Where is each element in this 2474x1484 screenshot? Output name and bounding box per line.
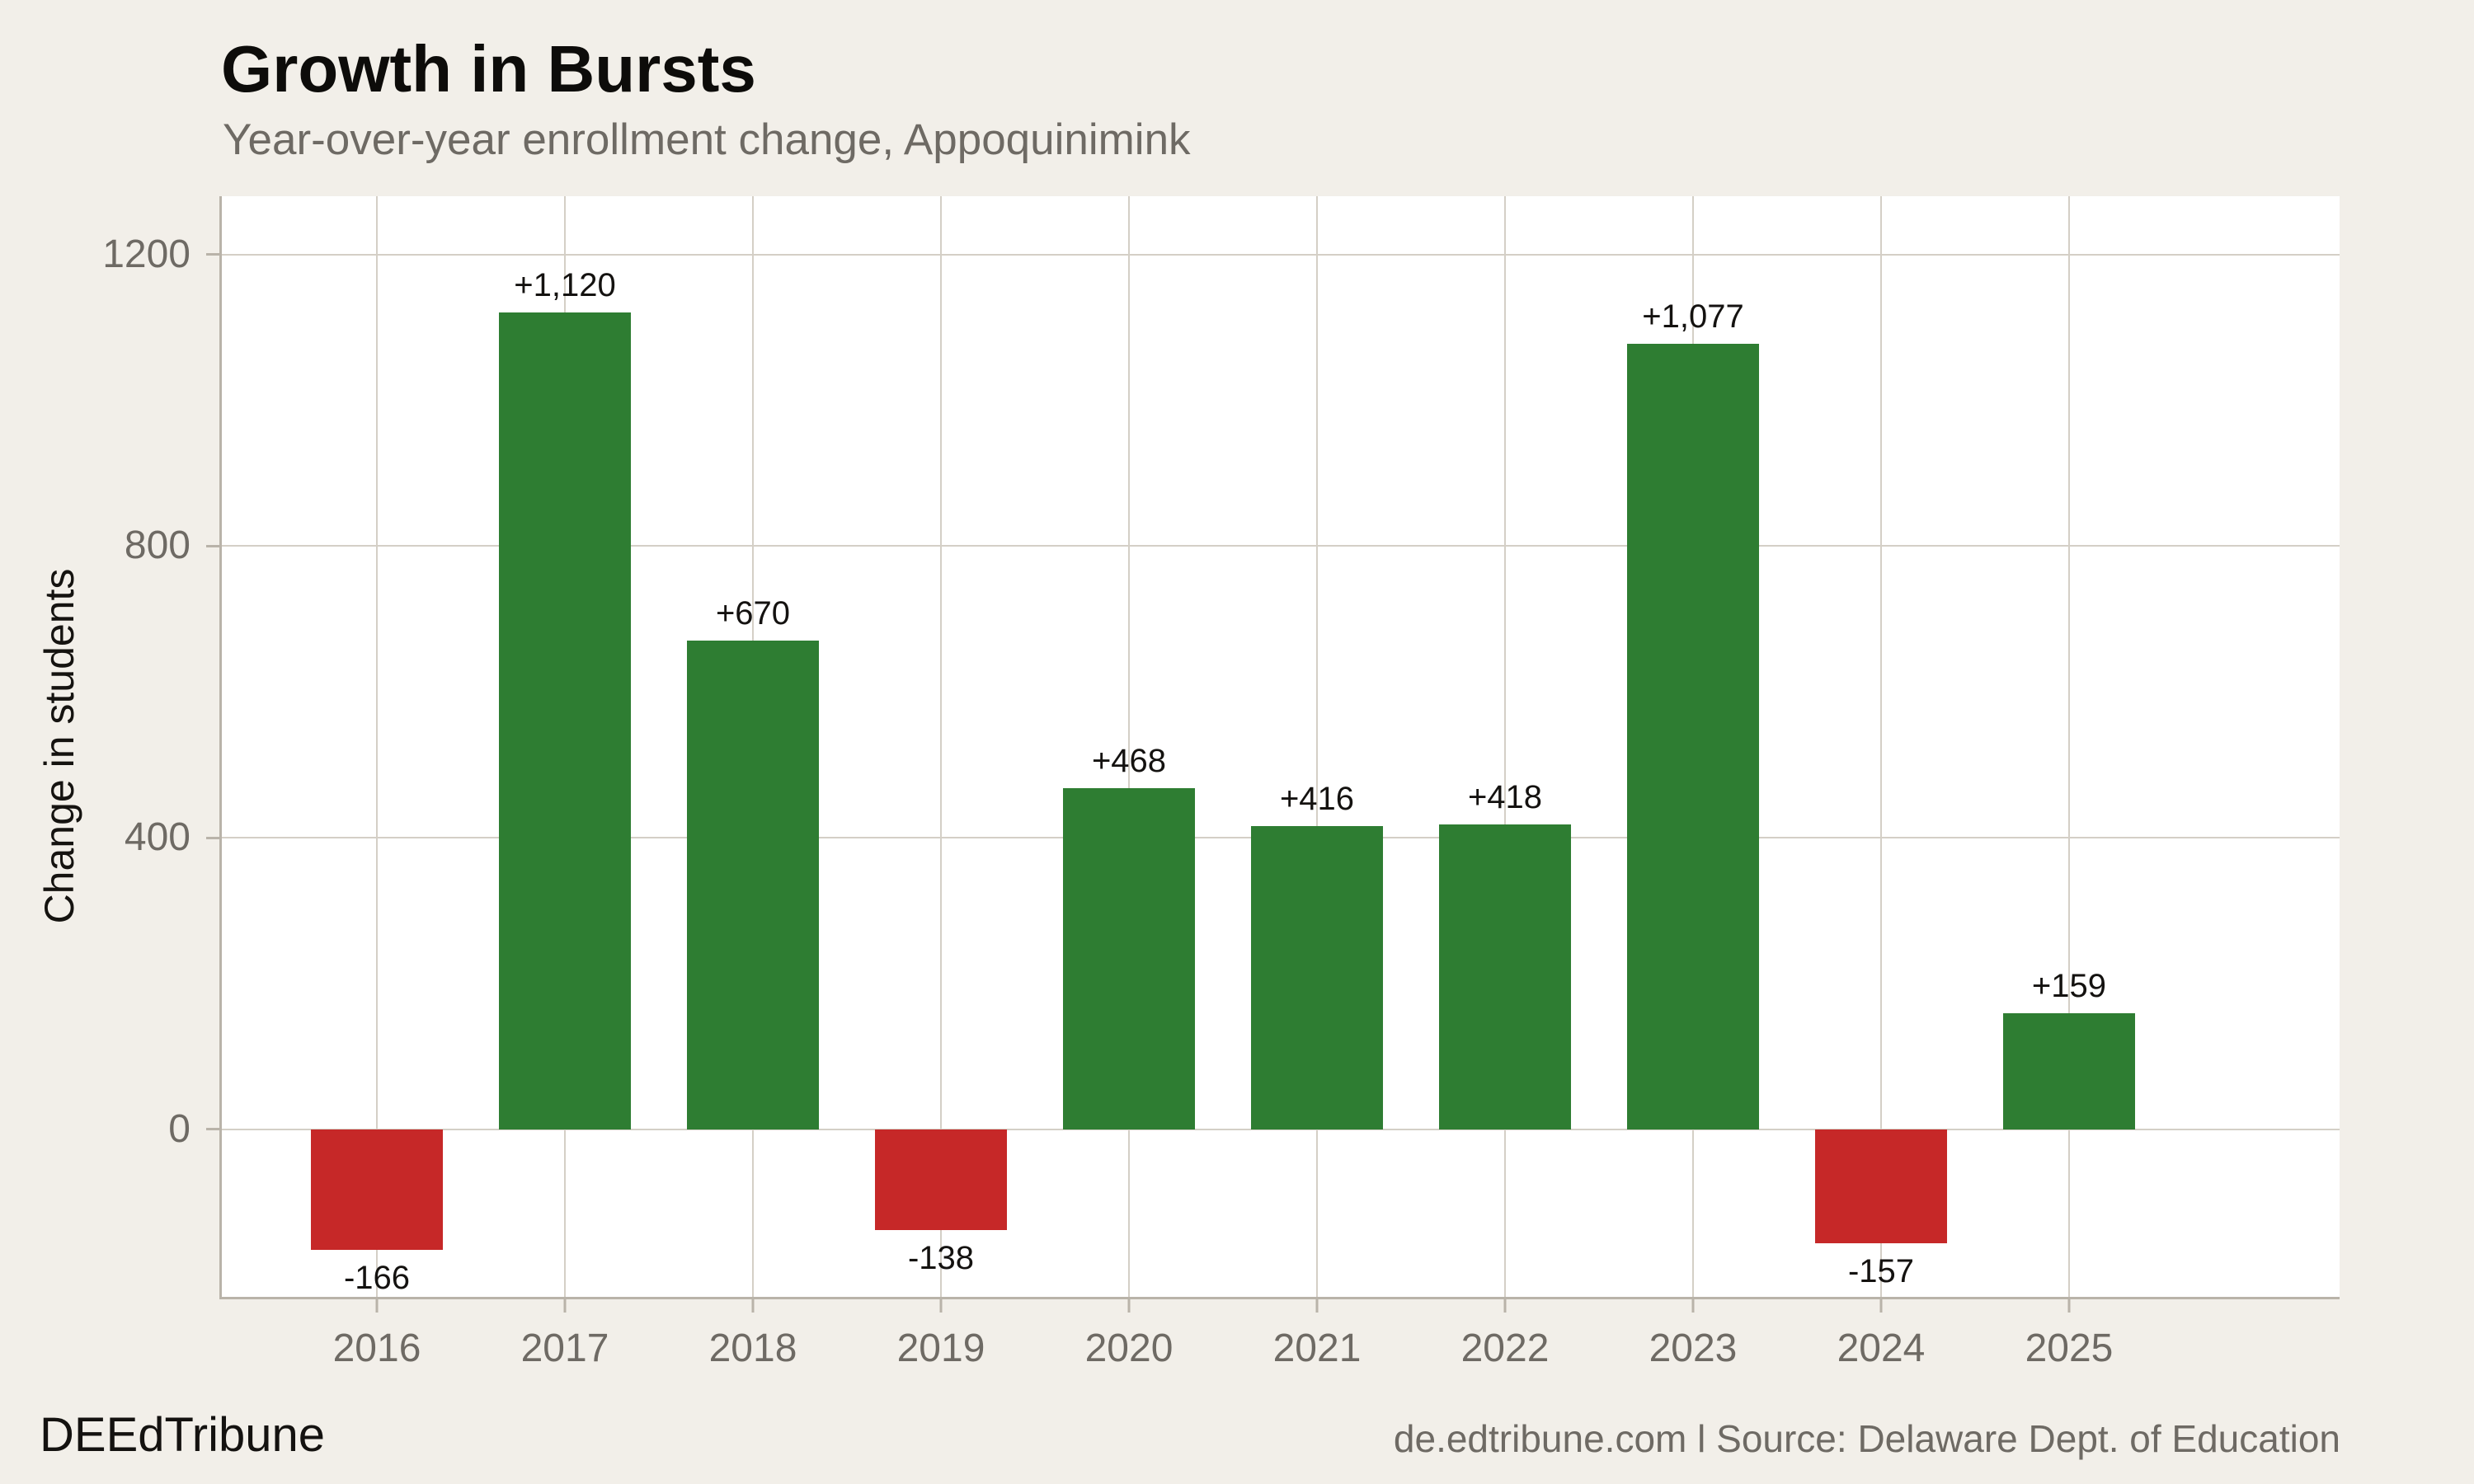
bar-2025	[2002, 1013, 2135, 1129]
bar-value-label: +418	[1467, 779, 1543, 816]
bar-2024	[1814, 1129, 1947, 1244]
x-axis-tick	[1127, 1299, 1131, 1313]
bar-value-label: -157	[1847, 1253, 1915, 1290]
plot-area: 0 400 800 1200 2016 2017 2018 2019 2020 2021 2022 2…	[102, 196, 2340, 1369]
x-axis-tick-label: 2021	[1272, 1327, 1362, 1370]
x-axis-tick	[751, 1299, 755, 1313]
x-axis-tick-label: 2020	[1084, 1327, 1174, 1370]
x-axis-tick	[1879, 1299, 1883, 1313]
bar-2023	[1626, 344, 1759, 1129]
x-axis-tick	[1315, 1299, 1319, 1313]
bar-value-label: +1,120	[514, 267, 616, 304]
x-axis-tick	[2067, 1299, 2071, 1313]
y-axis-tick-label: 1200	[102, 232, 190, 276]
footer-brand: DEEdTribune	[40, 1408, 326, 1462]
chart-subtitle: Year-over-year enrollment change, Appoqu…	[223, 115, 1191, 164]
y-axis-tick-label: 800	[124, 524, 190, 568]
x-axis-tick-label: 2019	[896, 1327, 985, 1370]
y-axis-tick	[206, 1128, 219, 1131]
x-axis-tick	[1691, 1299, 1695, 1313]
gridline-vertical	[2067, 196, 2070, 1297]
x-axis-tick-label: 2024	[1837, 1327, 1926, 1370]
gridline-horizontal	[222, 545, 2340, 547]
bar-2016	[311, 1129, 443, 1251]
gridline-vertical	[1504, 196, 1506, 1297]
bar-value-label: +416	[1279, 780, 1355, 817]
y-axis-tick	[206, 253, 219, 256]
gridline-vertical	[940, 196, 942, 1297]
bar-value-label: +159	[2031, 968, 2107, 1005]
x-axis-tick-label: 2018	[708, 1327, 797, 1370]
bar-value-label: +468	[1091, 742, 1167, 779]
x-axis-tick	[1503, 1299, 1507, 1313]
bar-value-label: +1,077	[1642, 298, 1744, 336]
bar-value-label: -138	[907, 1239, 975, 1276]
x-axis-tick-label: 2022	[1460, 1327, 1550, 1370]
chart-title: Growth in Bursts	[221, 32, 756, 106]
x-axis-tick-label: 2023	[1649, 1327, 1738, 1370]
y-axis-tick-label: 0	[168, 1106, 190, 1151]
bar-value-label: -166	[343, 1260, 411, 1297]
gridline-vertical	[376, 196, 378, 1297]
x-axis-tick-label: 2025	[2025, 1327, 2114, 1370]
y-axis-tick-label: 400	[124, 815, 190, 859]
gridline-vertical	[1128, 196, 1130, 1297]
bar-2021	[1251, 825, 1383, 1129]
bar-2018	[687, 641, 819, 1129]
gridline-vertical	[1316, 196, 1318, 1297]
bar-2022	[1439, 824, 1571, 1129]
x-axis-tick	[375, 1299, 379, 1313]
gridline-horizontal	[222, 253, 2340, 256]
x-axis-tick-label: 2017	[520, 1327, 609, 1370]
gridline-vertical	[1879, 196, 1882, 1297]
x-axis-tick	[939, 1299, 943, 1313]
x-axis-tick-label: 2016	[332, 1327, 421, 1370]
y-axis-tick	[206, 836, 219, 839]
bar-2020	[1063, 787, 1195, 1129]
footer-source: de.edtribune.com l Source: Delaware Dept…	[1393, 1417, 2340, 1460]
y-axis-tick	[206, 544, 219, 547]
x-axis-tick	[563, 1299, 567, 1313]
bar-2017	[499, 312, 631, 1129]
y-axis-label: Change in students	[36, 568, 82, 924]
bar-2019	[875, 1129, 1007, 1230]
gridline-horizontal	[222, 1128, 2340, 1130]
bar-value-label: +670	[715, 595, 791, 632]
